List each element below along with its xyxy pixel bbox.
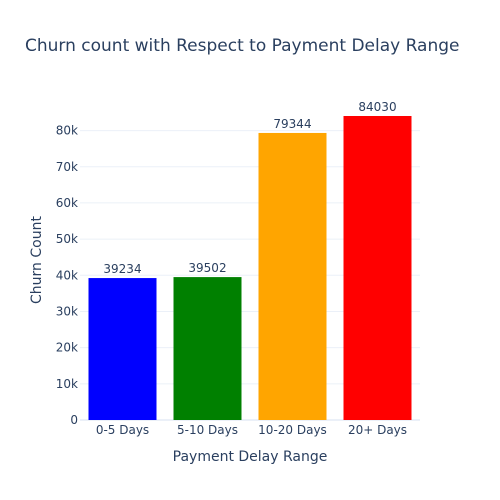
y-tick-label: 60k [56,196,78,210]
bar-20-days[interactable] [344,116,412,420]
y-tick-label: 20k [56,341,78,355]
y-tick-label: 80k [56,124,78,138]
bar-0-5-days[interactable] [89,278,157,420]
chart-title: Churn count with Respect to Payment Dela… [25,36,460,56]
y-axis-title: Churn Count [29,216,45,304]
y-tick-label: 70k [56,160,78,174]
x-axis-title: Payment Delay Range [173,449,328,465]
bar-value-label: 79344 [273,117,311,131]
x-tick-label: 0-5 Days [96,423,149,437]
bar-value-label: 84030 [358,100,396,114]
bar-5-10-days[interactable] [174,277,242,420]
x-axis-ticks: 0-5 Days 5-10 Days 10-20 Days 20+ Days [96,423,407,437]
x-tick-label: 5-10 Days [177,423,238,437]
bar-value-label: 39502 [188,261,226,275]
y-tick-label: 30k [56,304,78,318]
y-tick-label: 50k [56,232,78,246]
x-tick-label: 20+ Days [348,423,407,437]
bar-10-20-days[interactable] [259,133,327,420]
y-tick-label: 40k [56,268,78,282]
y-tick-label: 0 [70,413,78,427]
x-tick-label: 10-20 Days [258,423,327,437]
y-axis-ticks: 0 10k 20k 30k 40k 50k 60k 70k 80k [56,124,78,427]
y-tick-label: 10k [56,377,78,391]
bar-value-label: 39234 [103,262,141,276]
